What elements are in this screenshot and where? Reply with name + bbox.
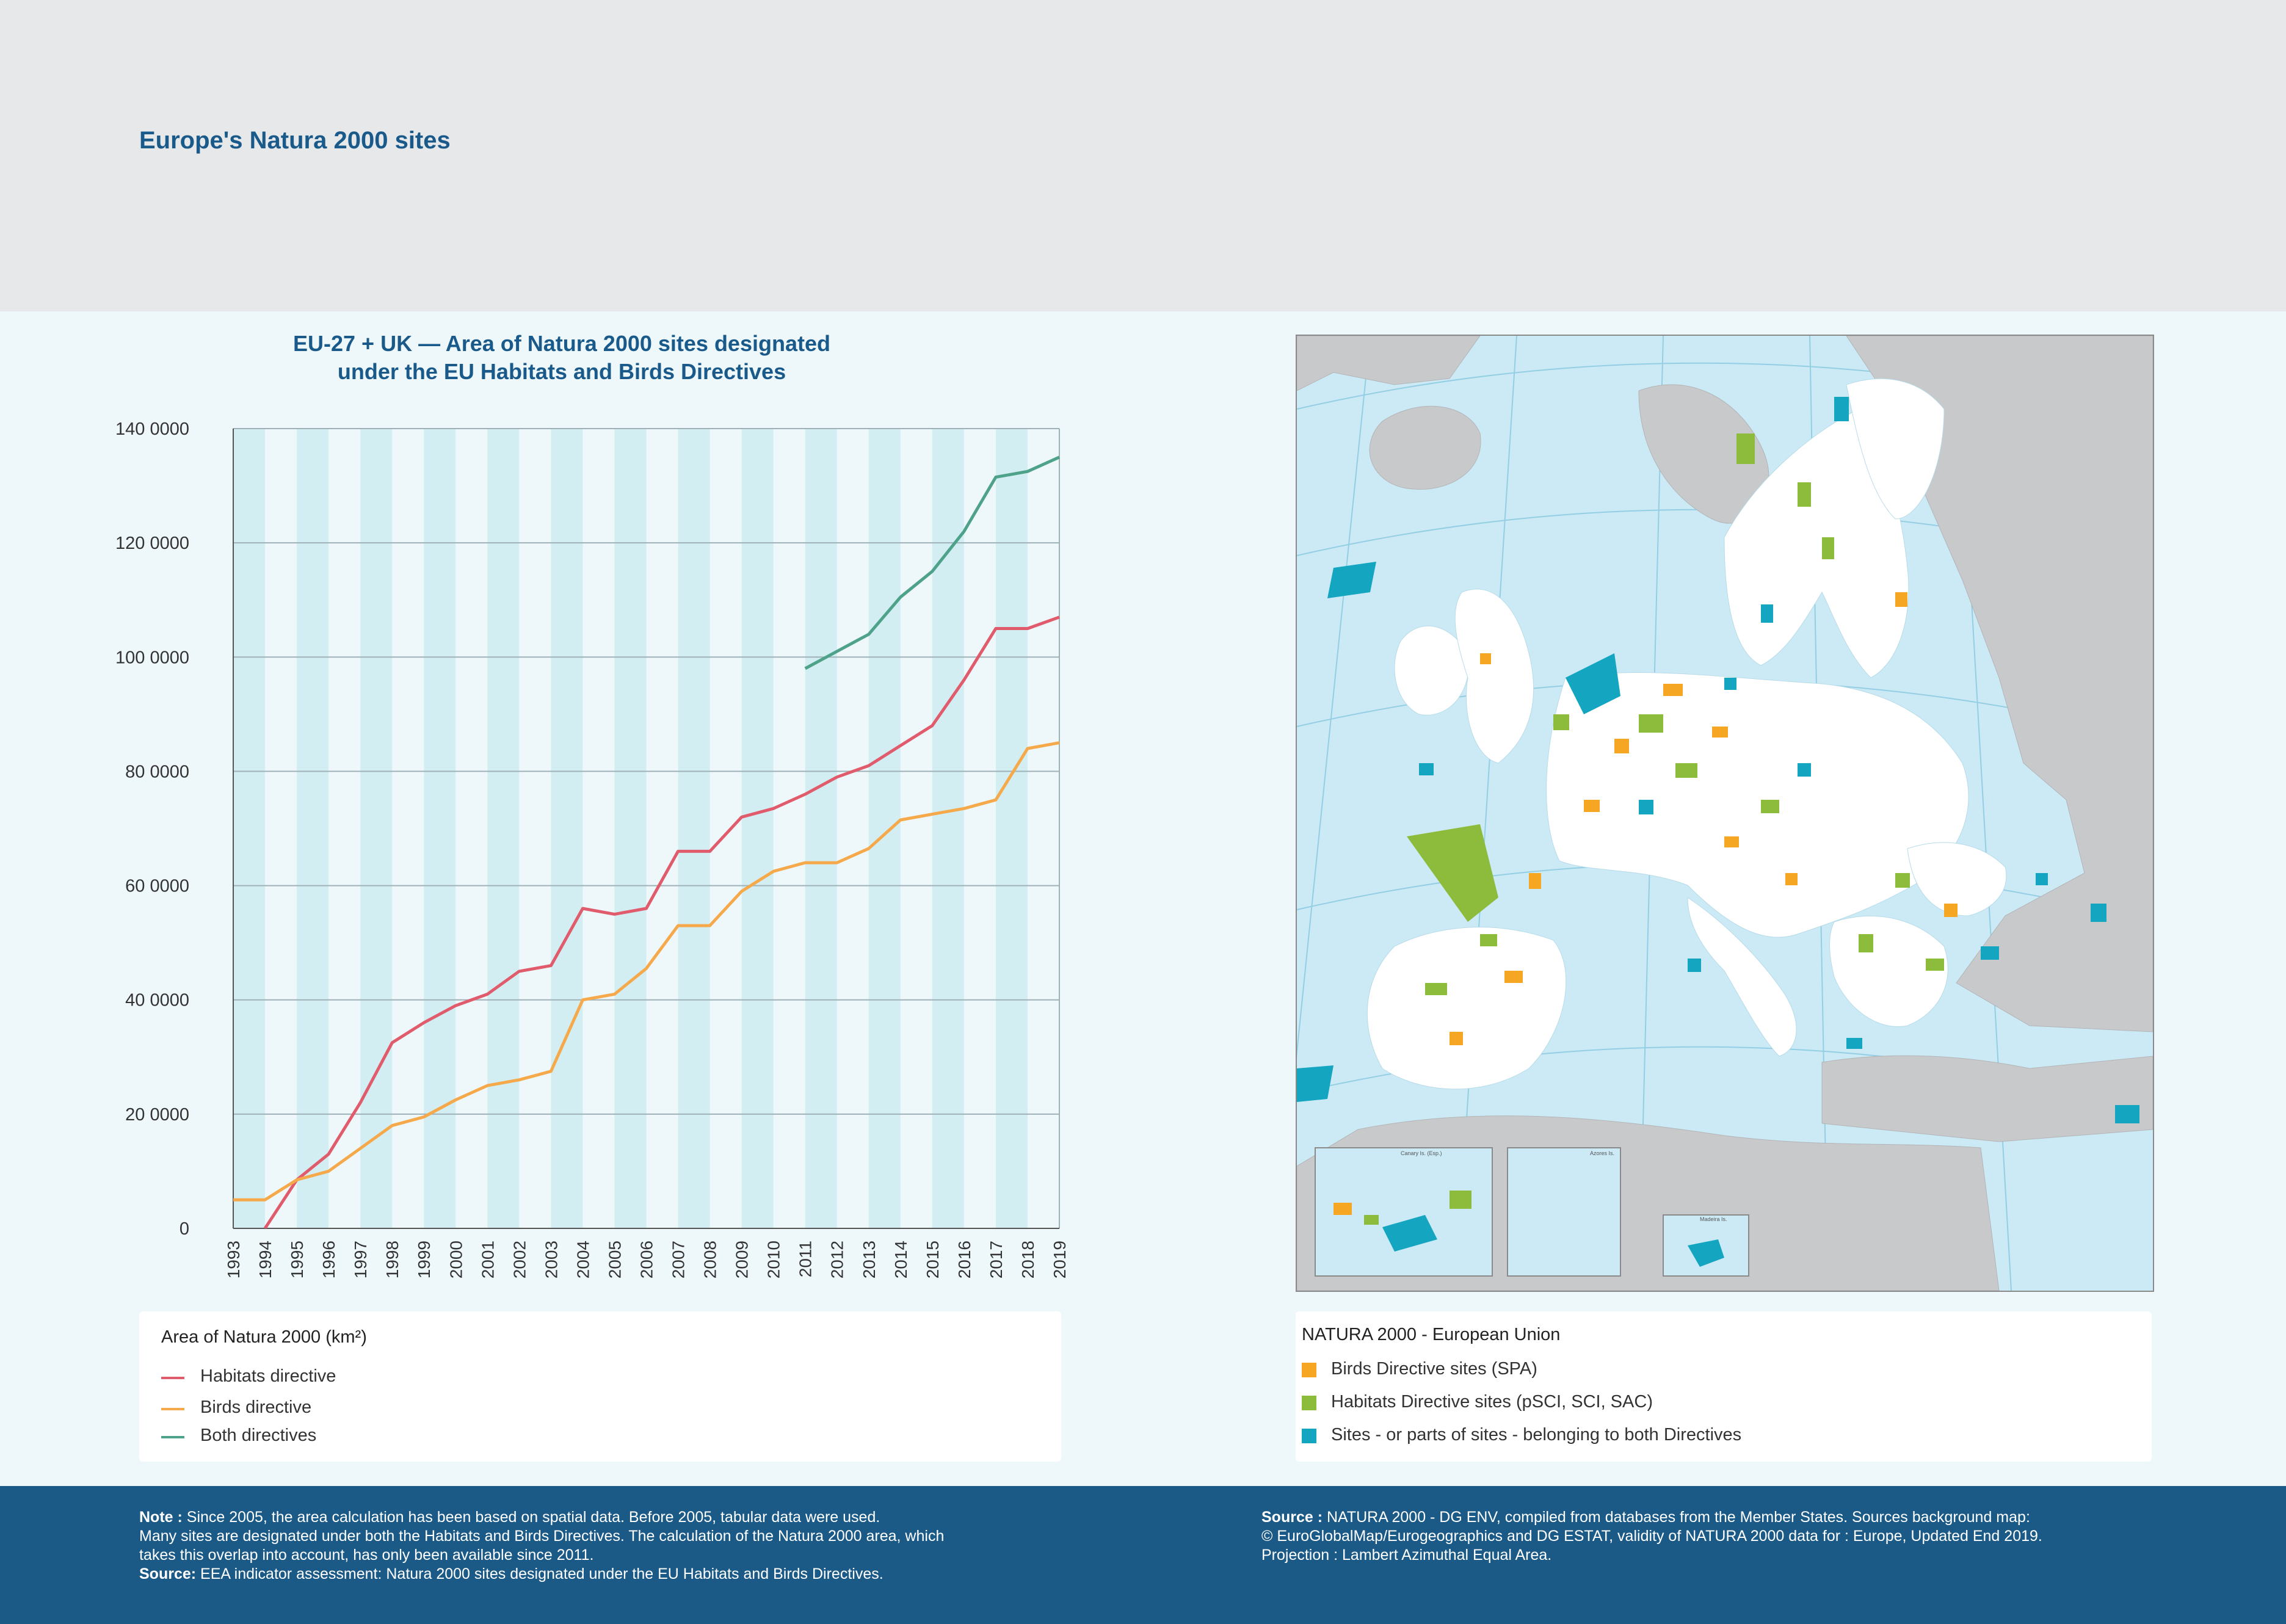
chart-title: EU-27 + UK — Area of Natura 2000 sites d…	[220, 330, 904, 386]
x-tick-label: 2006	[637, 1241, 656, 1278]
legend-label-both: Both directives	[200, 1426, 317, 1445]
x-tick-label: 1993	[224, 1241, 243, 1278]
x-tick-label: 2011	[796, 1241, 815, 1277]
map-natura-sites	[1297, 397, 2139, 1123]
footer-left: Note : Since 2005, the area calculation …	[139, 1508, 1092, 1584]
footer-note-line-3: takes this overlap into account, has onl…	[139, 1546, 594, 1564]
y-tick-label: 80 0000	[125, 762, 189, 781]
y-tick-label: 60 0000	[125, 877, 189, 896]
x-tick-label: 2012	[828, 1241, 847, 1278]
footer-source-right-line-3: Projection : Lambert Azimuthal Equal Are…	[1261, 1546, 1552, 1564]
legend-label-sci: Habitats Directive sites (pSCI, SCI, SAC…	[1331, 1392, 1653, 1412]
map-legend-title: NATURA 2000 - European Union	[1302, 1325, 1561, 1344]
legend-label-both-directives: Sites - or parts of sites - belonging to…	[1331, 1425, 1742, 1445]
x-tick-label: 2007	[669, 1241, 688, 1278]
x-tick-label: 2019	[1050, 1241, 1069, 1278]
chart-title-line-1: EU-27 + UK — Area of Natura 2000 sites d…	[293, 331, 830, 356]
grid-band	[424, 429, 456, 1228]
line-chart: 0 20 0000 40 0000 60 0000 80 0000 100 0000 120…	[115, 419, 1069, 1278]
x-tick-label: 2008	[701, 1241, 720, 1278]
series-line-0	[263, 615, 1060, 1228]
chart-title-line-2: under the EU Habitats and Birds Directiv…	[337, 359, 786, 384]
grid-band	[741, 429, 774, 1228]
series-line-1	[233, 741, 1060, 1202]
legend-label-spa: Birds Directive sites (SPA)	[1331, 1359, 1537, 1379]
x-tick-label: 2003	[542, 1241, 561, 1278]
legend-swatch-spa	[1302, 1363, 1316, 1377]
x-tick-label: 2018	[1018, 1241, 1037, 1278]
y-tick-label: 20 0000	[125, 1105, 189, 1125]
legend-swatch-sci	[1302, 1396, 1316, 1410]
legend-swatch-both	[161, 1436, 184, 1438]
x-tick-label: 2013	[860, 1241, 879, 1278]
y-tick-label: 100 0000	[115, 648, 189, 667]
grid-band	[995, 429, 1028, 1228]
x-tick-label: 2000	[446, 1241, 465, 1278]
legend-swatch-habitats	[161, 1377, 184, 1379]
legend-swatch-birds	[161, 1408, 184, 1410]
grid-band	[868, 429, 901, 1228]
natura-2000-map: Canary Is. (Esp.) Azores Is. Madeira Is.	[1296, 335, 2154, 1292]
x-tick-label: 2017	[987, 1241, 1006, 1278]
grid-band	[360, 429, 393, 1228]
x-tick-label: 2015	[923, 1241, 942, 1278]
inset-label-canary: Canary Is. (Esp.)	[1401, 1150, 1442, 1156]
legend-label-habitats: Habitats directive	[200, 1366, 336, 1386]
x-tick-label: 2009	[733, 1241, 752, 1278]
x-tick-label: 1997	[351, 1241, 370, 1278]
y-tick-label: 40 0000	[125, 991, 189, 1010]
footer-source-right-line-2: © EuroGlobalMap/Eurogeographics and DG E…	[1261, 1528, 2042, 1545]
footer-right: Source : NATURA 2000 - DG ENV, compiled …	[1261, 1508, 2238, 1565]
x-tick-label: 2004	[573, 1241, 592, 1278]
map-graphic: Canary Is. (Esp.) Azores Is. Madeira Is.	[1297, 336, 2153, 1291]
grid-band	[297, 429, 329, 1228]
x-tick-label: 1998	[383, 1241, 402, 1278]
chart-legend-title: Area of Natura 2000 (km²)	[161, 1327, 367, 1347]
y-tick-label: 0	[180, 1219, 189, 1239]
footer-source-right: Source : NATURA 2000 - DG ENV, compiled …	[1261, 1509, 2030, 1526]
page-title: Europe's Natura 2000 sites	[139, 127, 451, 154]
x-tick-label: 2010	[764, 1241, 783, 1278]
inset-label-madeira: Madeira Is.	[1700, 1216, 1727, 1222]
x-tick-label: 1999	[415, 1241, 434, 1278]
map-legend: NATURA 2000 - European Union Birds Direc…	[1296, 1311, 2152, 1462]
inset-azores	[1507, 1147, 1621, 1277]
header-band	[0, 0, 2286, 311]
x-tick-label: 1995	[288, 1241, 307, 1278]
footer-source-left: Source: EEA indicator assessment: Natura…	[139, 1565, 884, 1582]
x-tick-label: 2014	[891, 1241, 910, 1278]
grid-band	[805, 429, 837, 1228]
grid-band	[233, 429, 266, 1228]
grid-band	[551, 429, 583, 1228]
x-tick-label: 1996	[319, 1241, 338, 1278]
x-tick-label: 1994	[256, 1241, 275, 1278]
grid-band	[678, 429, 710, 1228]
footer: Note : Since 2005, the area calculation …	[0, 1486, 2286, 1624]
grid-band	[614, 429, 647, 1228]
chart-legend: Area of Natura 2000 (km²) Habitats direc…	[139, 1311, 1061, 1462]
inset-label-azores: Azores Is.	[1590, 1150, 1614, 1156]
footer-note: Note : Since 2005, the area calculation …	[139, 1509, 880, 1526]
x-tick-label: 2016	[955, 1241, 974, 1278]
map-insets: Canary Is. (Esp.) Azores Is. Madeira Is.	[1315, 1147, 1749, 1277]
series-line-2	[804, 455, 1061, 670]
footer-note-line-2: Many sites are designated under both the…	[139, 1528, 945, 1545]
legend-label-birds: Birds directive	[200, 1397, 312, 1417]
grid-band	[487, 429, 520, 1228]
legend-swatch-both	[1302, 1429, 1316, 1443]
y-tick-label: 140 0000	[115, 419, 189, 439]
x-tick-label: 2002	[510, 1241, 529, 1278]
x-tick-label: 2001	[478, 1241, 497, 1278]
grid-band	[932, 429, 964, 1228]
y-tick-label: 120 0000	[115, 534, 189, 553]
x-tick-label: 2005	[605, 1241, 624, 1278]
